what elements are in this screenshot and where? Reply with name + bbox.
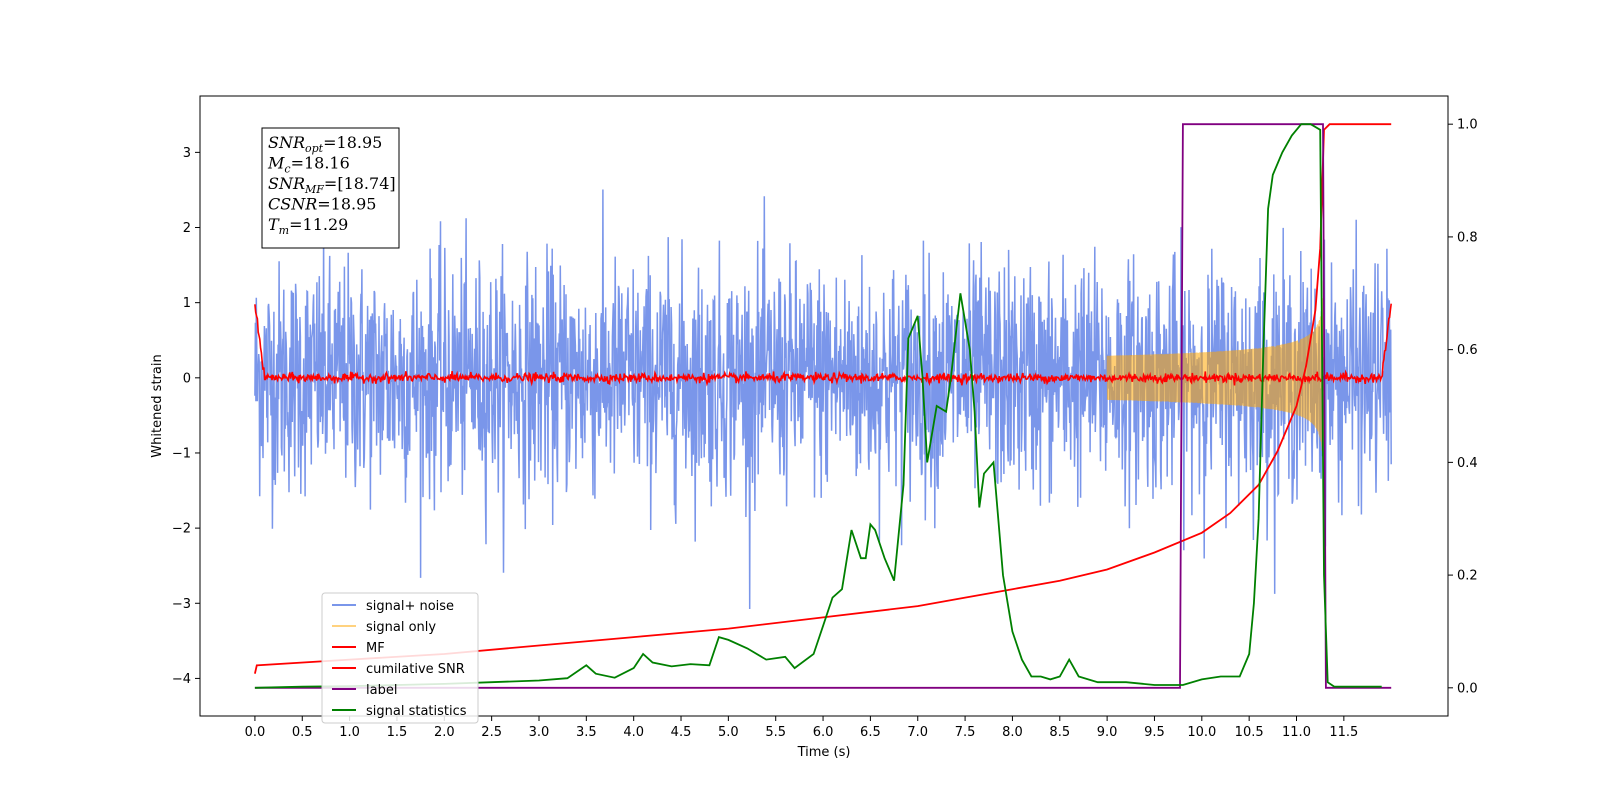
axes-frame — [199, 95, 1449, 717]
x-tick-label: 9.5 — [1144, 725, 1165, 740]
x-tick-label: 5.5 — [765, 725, 786, 740]
x-tick-label: 2.5 — [481, 725, 502, 740]
legend-label: label — [366, 683, 397, 698]
y-tick-label-left: 2 — [183, 221, 191, 236]
annotation-symbol: M — [267, 154, 285, 173]
legend-label: signal+ noise — [366, 599, 454, 614]
x-tick-label: 9.0 — [1097, 725, 1118, 740]
y-tick-label-right: 0.2 — [1457, 569, 1478, 584]
legend-label: signal statistics — [366, 704, 467, 719]
legend-frame — [321, 592, 479, 724]
series-signal-statistics — [254, 123, 1382, 689]
annotation-value: =[18.74] — [324, 174, 396, 193]
x-tick-label: 0.0 — [245, 725, 266, 740]
x-tick-label: 2.0 — [434, 725, 455, 740]
series-mf — [254, 303, 1392, 387]
legend-label: cumilative SNR — [366, 662, 465, 677]
y-tick-label-left: 1 — [183, 296, 191, 311]
legend-label: MF — [366, 641, 385, 656]
y-tick-label-left: −3 — [172, 597, 191, 612]
x-tick-label: 6.0 — [813, 725, 834, 740]
x-tick-label: 10.0 — [1187, 725, 1216, 740]
series-label — [254, 123, 1392, 689]
annotation-symbol: CSNR — [268, 195, 317, 214]
annotation-subscript: c — [284, 163, 290, 176]
annotation-frame — [261, 127, 400, 249]
annotation-line: CSNR=18.95 — [268, 195, 376, 214]
plot-area — [254, 123, 1392, 689]
annotation-subscript: m — [279, 224, 289, 237]
x-tick-label: 5.0 — [718, 725, 739, 740]
y-tick-label-left: −4 — [172, 672, 191, 687]
y-tick-label-left: −1 — [172, 446, 191, 461]
y-tick-label-left: 0 — [183, 371, 191, 386]
x-tick-label: 8.5 — [1049, 725, 1070, 740]
x-tick-label: 4.5 — [671, 725, 692, 740]
annotation-value: =18.95 — [323, 133, 382, 152]
annotation-symbol: SNR — [268, 174, 305, 193]
y-tick-label-right: 0.0 — [1457, 681, 1478, 696]
annotation-value: =11.29 — [289, 215, 348, 234]
annotation-line: Mc=18.16 — [267, 154, 350, 176]
x-tick-label: 0.5 — [292, 725, 313, 740]
y-tick-label-right: 0.8 — [1457, 230, 1478, 245]
x-axis-label: Time (s) — [797, 745, 851, 760]
x-tick-label: 10.5 — [1235, 725, 1264, 740]
annotation-line: SNRMF=[18.74] — [268, 174, 396, 196]
y-tick-label-right: 1.0 — [1457, 118, 1478, 133]
x-tick-label: 7.0 — [907, 725, 928, 740]
x-tick-label: 6.5 — [860, 725, 881, 740]
annotation-subscript: MF — [304, 183, 324, 196]
legend: signal+ noise signal only MF cumilative SNR… — [321, 592, 479, 724]
x-tick-label: 3.0 — [529, 725, 550, 740]
x-axis: 0.0 0.5 1.0 1.5 2.0 2.5 3.0 3.5 4.0 4.5 5.0 5.5 6.0 6… — [245, 716, 1358, 740]
annotation-symbol: SNR — [268, 133, 305, 152]
annotation-box: SNRopt=18.95Mc=18.16SNRMF=[18.74]CSNR=18… — [261, 127, 400, 249]
x-tick-label: 7.5 — [955, 725, 976, 740]
annotation-line: SNRopt=18.95 — [268, 133, 382, 155]
y-axis-right: 1.0 0.8 0.6 0.4 0.2 0.0 — [1448, 118, 1478, 696]
x-tick-label: 11.0 — [1282, 725, 1311, 740]
y-axis-label: Whitened strain — [150, 354, 165, 457]
annotation-symbol: T — [268, 215, 280, 234]
y-tick-label-right: 0.6 — [1457, 343, 1478, 358]
y-tick-label-left: −2 — [172, 522, 191, 537]
x-tick-label: 11.5 — [1329, 725, 1358, 740]
legend-label: signal only — [366, 620, 436, 635]
annotation-value: =18.16 — [291, 154, 350, 173]
x-tick-label: 8.0 — [1002, 725, 1023, 740]
y-tick-label-right: 0.4 — [1457, 456, 1478, 471]
series-signal-only — [1106, 281, 1326, 481]
x-tick-label: 1.5 — [387, 725, 408, 740]
y-axis-left: 3 2 1 0 −1 −2 −3 −4 — [172, 146, 200, 687]
annotation-subscript: opt — [305, 142, 324, 155]
series-cumilative-snr — [254, 123, 1392, 674]
x-tick-label: 4.0 — [623, 725, 644, 740]
x-tick-label: 1.0 — [339, 725, 360, 740]
annotation-value: =18.95 — [317, 195, 376, 214]
y-tick-label-left: 3 — [183, 146, 191, 161]
annotation-line: Tm=11.29 — [268, 215, 348, 237]
x-tick-label: 3.5 — [576, 725, 597, 740]
